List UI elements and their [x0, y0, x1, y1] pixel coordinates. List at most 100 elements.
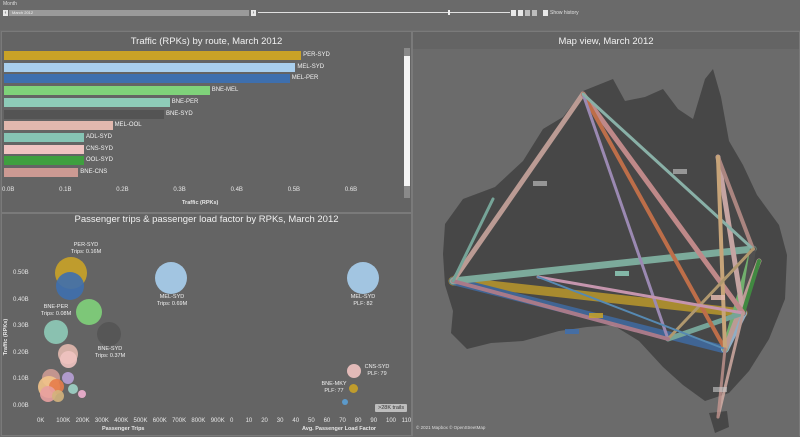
plf-x-tick: 90: [370, 418, 378, 424]
bubble-cns-syd-plf[interactable]: [347, 364, 361, 378]
plf-x-tick: 40: [292, 418, 300, 424]
stop-button[interactable]: [525, 10, 530, 16]
route-map[interactable]: [413, 49, 799, 437]
bar-adl-syd[interactable]: [4, 132, 84, 142]
bubble-mel-syd[interactable]: [155, 262, 187, 294]
bar-mel-per[interactable]: [4, 74, 290, 84]
trips-x-tick: 700K: [172, 418, 187, 424]
route-asp-mel: [537, 276, 726, 350]
route-badge: [565, 329, 579, 334]
route-drw-per: [450, 91, 586, 284]
route-drw-bne: [581, 92, 755, 251]
bubble-y-tick: 0.20B: [13, 349, 29, 356]
label-bne-syd: BNE-SYD Trips: 0.37M: [94, 346, 126, 359]
route-badge: [615, 271, 629, 276]
prev-month-button[interactable]: ‹: [3, 10, 8, 16]
bar-mel-syd[interactable]: [4, 62, 296, 72]
bubble-chart-panel: Passenger trips & passenger load factor …: [1, 213, 412, 436]
bar-label-mel-per: MEL-PER: [291, 75, 319, 82]
map-attribution[interactable]: © 2021 Mapbox © OpenStreetMap: [416, 425, 486, 430]
bubble-mel-per[interactable]: [56, 272, 84, 300]
plf-axis-title: Avg. Passenger Load Factor: [302, 426, 377, 432]
label-per-syd: PER-SYD Trips: 0.16M: [70, 242, 102, 255]
bubble-small-7[interactable]: [68, 384, 78, 394]
show-history-checkbox[interactable]: [543, 10, 548, 16]
plf-x-tick: 70: [339, 418, 346, 424]
bubble-mel-syd-plf[interactable]: [347, 262, 379, 294]
bar-x-tick: 0.4B: [230, 187, 243, 193]
bubble-small-plf[interactable]: [342, 399, 348, 405]
prev-step-button[interactable]: [511, 10, 516, 16]
plf-x-tick: 30: [276, 418, 284, 424]
label-mel-syd-trips: MEL-SYD Trips: 0.69M: [156, 294, 188, 307]
bubble-cns-syd-trips[interactable]: [60, 351, 77, 368]
bar-scrollbar-thumb[interactable]: [404, 56, 410, 186]
bar-label-bne-cns: BNE-CNS: [80, 169, 108, 175]
filter-bar: Month ‹ March 2012 › Show history: [0, 0, 800, 30]
bubble-bne-per[interactable]: [44, 320, 68, 344]
label-mel-syd-plf: MEL-SYD PLF: 82: [350, 294, 376, 307]
month-filter-label: Month: [3, 1, 17, 7]
trips-x-tick: 300K: [94, 418, 109, 424]
tasmania: [709, 411, 729, 433]
plf-x-tick: 80: [354, 418, 362, 424]
route-per-north: [451, 197, 495, 283]
bar-per-syd[interactable]: [4, 51, 302, 60]
route-mel-hba: [716, 347, 727, 419]
route-adl-bne: [666, 247, 755, 341]
bubble-y-tick: 0.00B: [13, 402, 29, 409]
bar-label-ool-syd: OOL-SYD: [86, 157, 114, 164]
bubble-bne-syd[interactable]: [97, 322, 121, 346]
trips-x-tick: 200K: [75, 418, 90, 424]
route-badge: [711, 295, 725, 300]
bar-x-tick: 0.1B: [59, 187, 72, 193]
route-adl-syd: [665, 310, 746, 342]
speed-button[interactable]: [532, 10, 537, 16]
route-lines: [448, 91, 762, 419]
bar-bne-per[interactable]: [4, 97, 170, 107]
map-panel: Map view, March 2012: [412, 31, 800, 437]
bar-label-mel-ool: MEL-OOL: [114, 122, 142, 129]
bar-label-adl-syd: ADL-SYD: [86, 133, 113, 140]
route-syd-hba: [716, 311, 745, 419]
trips-x-tick: 0K: [37, 418, 45, 424]
trails-badge[interactable]: >28K trails: [375, 404, 408, 412]
month-slider-thumb[interactable]: [448, 10, 450, 15]
route-badge: [673, 169, 687, 174]
route-asp-syd: [536, 275, 745, 315]
bar-label-mel-syd: MEL-SYD: [297, 63, 325, 70]
next-month-button[interactable]: ›: [251, 10, 256, 16]
bar-x-tick: 0.3B: [173, 187, 186, 193]
trips-x-tick: 500K: [133, 418, 148, 424]
route-label-badges: [533, 169, 727, 392]
plf-x-tick: 10: [245, 418, 253, 424]
play-button[interactable]: [518, 10, 523, 16]
bubble-bne-mky-plf[interactable]: [349, 384, 358, 393]
show-history-label: Show history: [550, 10, 579, 16]
bar-label-bne-syd: BNE-SYD: [166, 110, 193, 117]
bubble-small-5[interactable]: [62, 372, 74, 384]
bubble-y-tick: 0.40B: [13, 296, 29, 303]
bar-ool-syd[interactable]: [4, 156, 84, 166]
trips-x-tick: 900K: [210, 418, 225, 424]
bar-bne-syd[interactable]: [4, 109, 164, 119]
bubble-small-8[interactable]: [78, 390, 86, 398]
bar-bne-mel[interactable]: [4, 86, 210, 96]
route-ool-syd: [741, 259, 761, 315]
bubble-bne-mel[interactable]: [76, 299, 102, 325]
month-select[interactable]: March 2012: [9, 10, 249, 16]
month-slider-track[interactable]: [258, 12, 510, 13]
bar-cns-syd[interactable]: [4, 144, 84, 154]
trips-axis-title: Passenger Trips: [102, 426, 145, 432]
bubble-y-tick: 0.50B: [13, 270, 29, 276]
route-cns-mel: [716, 155, 727, 351]
bar-bne-cns[interactable]: [4, 168, 79, 177]
bubble-y-tick: 0.30B: [13, 323, 29, 329]
trips-x-tick: 100K: [56, 418, 71, 424]
label-bne-mky: BNE-MKY PLF: 77: [321, 381, 347, 394]
bubble-small-6[interactable]: [52, 390, 64, 402]
bar-mel-ool[interactable]: [4, 121, 113, 131]
bar-label-bne-mel: BNE-MEL: [211, 87, 239, 94]
label-cns-syd: CNS-SYD PLF: 79: [364, 364, 390, 377]
route-per-syd: [448, 276, 748, 318]
